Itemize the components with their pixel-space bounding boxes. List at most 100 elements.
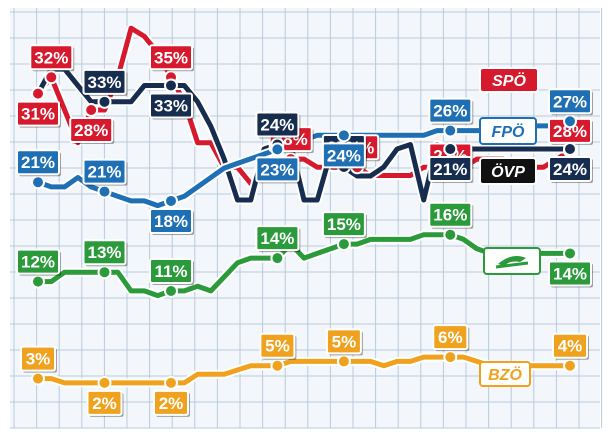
data-label-text: 24% [260, 116, 294, 135]
data-label-fp-: 21% [16, 149, 61, 177]
data-label-bz-green: 16% [428, 201, 474, 229]
data-label-text: 21% [433, 160, 467, 179]
data-point-fp- [336, 128, 351, 143]
data-label-text: 24% [327, 146, 361, 165]
data-label-text: 23% [260, 160, 294, 179]
data-label--vp: 24% [255, 111, 301, 139]
data-label-text: 28% [74, 121, 108, 140]
data-label-sp-: 35% [149, 44, 194, 72]
data-label-text: 5% [332, 332, 357, 351]
logo-layer: SPÖ FPÖ ÖVP BZÖ [479, 67, 541, 387]
data-point-fp- [31, 175, 45, 190]
data-label-bz-: 3% [20, 345, 57, 373]
data-label-fp-: 26% [428, 97, 474, 125]
data-point-bz-green [31, 274, 45, 289]
data-label-text: 33% [154, 96, 188, 115]
data-label-text: 3% [26, 350, 51, 369]
data-point-bz- [31, 371, 45, 386]
data-label-text: 21% [21, 153, 55, 172]
data-point-bz- [97, 375, 112, 390]
party-logo-fp-: FPÖ [479, 117, 537, 145]
data-point-fp- [97, 184, 112, 199]
data-label-bz-green: 11% [149, 257, 194, 285]
data-label-text: 12% [21, 253, 55, 272]
data-point--vp [97, 94, 112, 109]
series-line--vp [35, 66, 573, 203]
data-label-text: 33% [87, 73, 121, 92]
data-point--vp [563, 142, 577, 156]
party-logo--vp: ÖVP [479, 157, 537, 185]
data-label-text: 18% [154, 212, 188, 231]
data-label-bz-green: 14% [255, 225, 301, 253]
data-label-bz-green: 14% [548, 260, 593, 288]
data-label-bz-green: 12% [16, 248, 61, 276]
data-point-bz- [443, 350, 458, 365]
data-point-fp- [270, 142, 285, 157]
data-label-text: 5% [265, 337, 290, 356]
data-label--vp: 24% [548, 156, 593, 183]
data-label-text: 32% [34, 48, 68, 67]
data-label-fp-: 23% [255, 156, 301, 184]
data-point-bz-green [336, 237, 351, 252]
data-point-bz- [336, 354, 351, 369]
data-label-text: 6% [438, 328, 463, 347]
data-label--vp: 33% [82, 68, 128, 96]
data-point-sp- [31, 86, 45, 101]
data-label-text: 4% [558, 337, 583, 356]
data-label-text: 24% [553, 160, 587, 179]
data-label-text: 2% [159, 394, 184, 413]
data-label-bz-: 2% [86, 389, 124, 417]
data-label--vp: 33% [149, 92, 194, 120]
data-label-text: 31% [21, 105, 55, 124]
data-point-bz- [270, 358, 285, 373]
party-logo-text: SPÖ [492, 71, 526, 90]
data-label-sp-: 32% [29, 44, 75, 72]
data-label-bz-: 6% [432, 324, 470, 352]
data-point-fp- [164, 193, 178, 208]
data-point-bz-green [97, 265, 112, 280]
data-label-text: 21% [87, 163, 121, 182]
data-label-bz-green: 15% [321, 211, 367, 239]
data-point--vp [443, 142, 458, 156]
data-label-text: 14% [260, 229, 294, 248]
data-point-bz-green [164, 283, 178, 298]
data-label-fp-: 18% [149, 207, 194, 235]
data-point-sp- [44, 70, 59, 85]
data-label-fp-: 24% [321, 142, 367, 170]
party-logo-bz-: BZÖ [479, 361, 531, 387]
data-label--vp: 21% [428, 156, 474, 183]
party-logo-text: ÖVP [491, 162, 525, 181]
data-label-text: 26% [433, 102, 467, 121]
data-label-bz-: 5% [259, 332, 297, 360]
data-label-text: 14% [553, 264, 587, 283]
data-point-bz- [164, 375, 178, 390]
party-logo-bz-green [483, 247, 541, 275]
data-point-bz- [563, 358, 577, 373]
data-point-fp- [563, 114, 577, 129]
party-logo-text: BZÖ [488, 365, 522, 384]
data-label-fp-: 27% [548, 88, 593, 116]
data-label-text: 28% [553, 122, 587, 141]
data-point-sp- [84, 103, 99, 117]
data-label-fp-: 21% [82, 158, 128, 186]
label-layer: 32%31%28%35%28%26%27%28%33%33%24%25%21%2… [16, 44, 593, 417]
data-label-text: 15% [327, 215, 361, 234]
data-label-text: 13% [87, 243, 121, 262]
data-point-bz-green [270, 251, 285, 266]
party-logo-text: FPÖ [492, 122, 525, 141]
data-label-bz-: 2% [153, 389, 190, 417]
data-label-text: 35% [154, 48, 188, 67]
data-point-bz-green [443, 227, 458, 242]
data-label-text: 2% [92, 394, 117, 413]
data-label-sp-: 28% [69, 117, 115, 144]
data-label-bz-: 4% [552, 332, 589, 360]
data-label-text: 27% [553, 92, 587, 111]
data-label-bz-: 5% [325, 328, 363, 356]
data-label-bz-green: 13% [82, 239, 128, 267]
series-line-bz-green [35, 232, 573, 299]
data-point--vp [164, 78, 178, 93]
data-label-text: 11% [154, 262, 187, 281]
data-label-text: 16% [433, 206, 467, 225]
data-point-bz-green [563, 246, 577, 261]
